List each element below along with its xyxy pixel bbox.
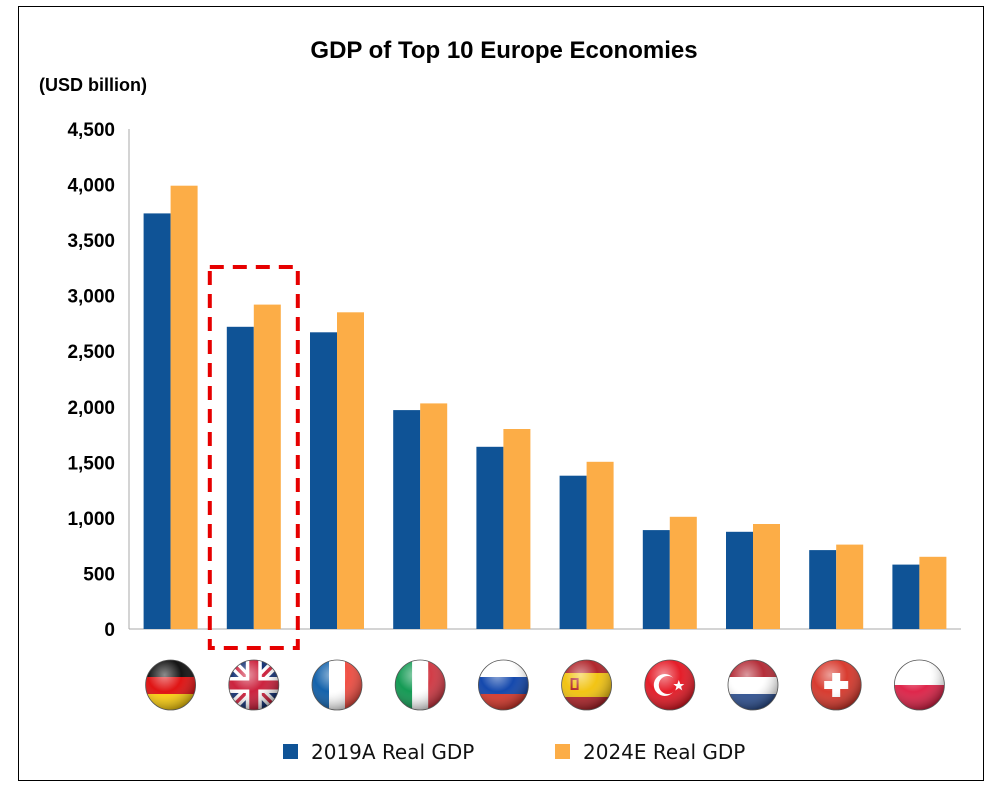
bar-2024e-switzerland (836, 544, 864, 629)
bar-2019a-france (310, 332, 337, 629)
bar-2024e-uk (253, 304, 281, 629)
bar-2019a-russia (476, 446, 504, 629)
bar-2024e-turkey (669, 516, 697, 629)
bar-2019a-turkey (642, 530, 670, 629)
flags-row (145, 659, 945, 711)
bar-2019a-spain (559, 475, 587, 629)
y-tick-label: 1,500 (67, 453, 115, 474)
switzerland-flag-icon (810, 659, 862, 711)
legend-swatch-2024e (555, 744, 570, 759)
netherlands-flag-icon (727, 659, 779, 711)
germany-flag-icon (145, 659, 197, 711)
y-tick-label: 500 (83, 564, 115, 585)
italy-flag-icon (394, 659, 446, 711)
bar-2019a-germany (143, 213, 171, 629)
uk-flag-icon (228, 659, 280, 711)
turkey-flag-icon (644, 659, 696, 711)
bar-chart: GDP of Top 10 Europe Economies (USD bill… (39, 37, 961, 764)
bar-2024e-spain (586, 461, 614, 629)
bar-2019a-italy (393, 410, 421, 629)
bar-2024e-poland (919, 556, 947, 629)
bar-2024e-france (337, 312, 364, 629)
bar-2019a-switzerland (809, 550, 837, 629)
y-tick-label: 0 (104, 620, 115, 641)
france-flag-icon (311, 659, 363, 711)
bar-2019a-poland (892, 564, 920, 629)
y-axis-ticks: 0 500 1,000 1,500 2,000 2,500 3,000 3,500 4,000 4… (67, 120, 115, 641)
y-tick-label: 4,000 (67, 176, 115, 197)
legend-swatch-2019a (283, 744, 298, 759)
bars-group (143, 185, 947, 629)
y-tick-label: 3,500 (67, 231, 115, 252)
y-tick-label: 2,000 (67, 398, 115, 419)
y-tick-label: 4,500 (67, 120, 115, 141)
y-tick-label: 1,000 (67, 509, 115, 530)
y-tick-label: 2,500 (67, 342, 115, 363)
y-axis-label: (USD billion) (39, 75, 147, 95)
bar-2024e-italy (420, 403, 448, 629)
russia-flag-icon (477, 659, 529, 711)
legend-label-2024e: 2024E Real GDP (583, 740, 745, 764)
chart-title: GDP of Top 10 Europe Economies (310, 37, 697, 64)
highlight-box (207, 265, 300, 650)
spain-flag-icon (561, 659, 612, 711)
bar-2024e-russia (503, 429, 531, 629)
legend-label-2019a: 2019A Real GDP (311, 740, 474, 764)
bar-2019a-uk (226, 326, 254, 629)
y-tick-label: 3,000 (67, 287, 115, 308)
bar-2019a-netherlands (726, 531, 753, 629)
chart-frame: GDP of Top 10 Europe Economies (USD bill… (18, 6, 984, 781)
bar-2024e-netherlands (753, 524, 780, 629)
bar-2024e-germany (170, 185, 198, 629)
legend: 2019A Real GDP 2024E Real GDP (283, 740, 745, 764)
poland-flag-icon (894, 659, 945, 711)
